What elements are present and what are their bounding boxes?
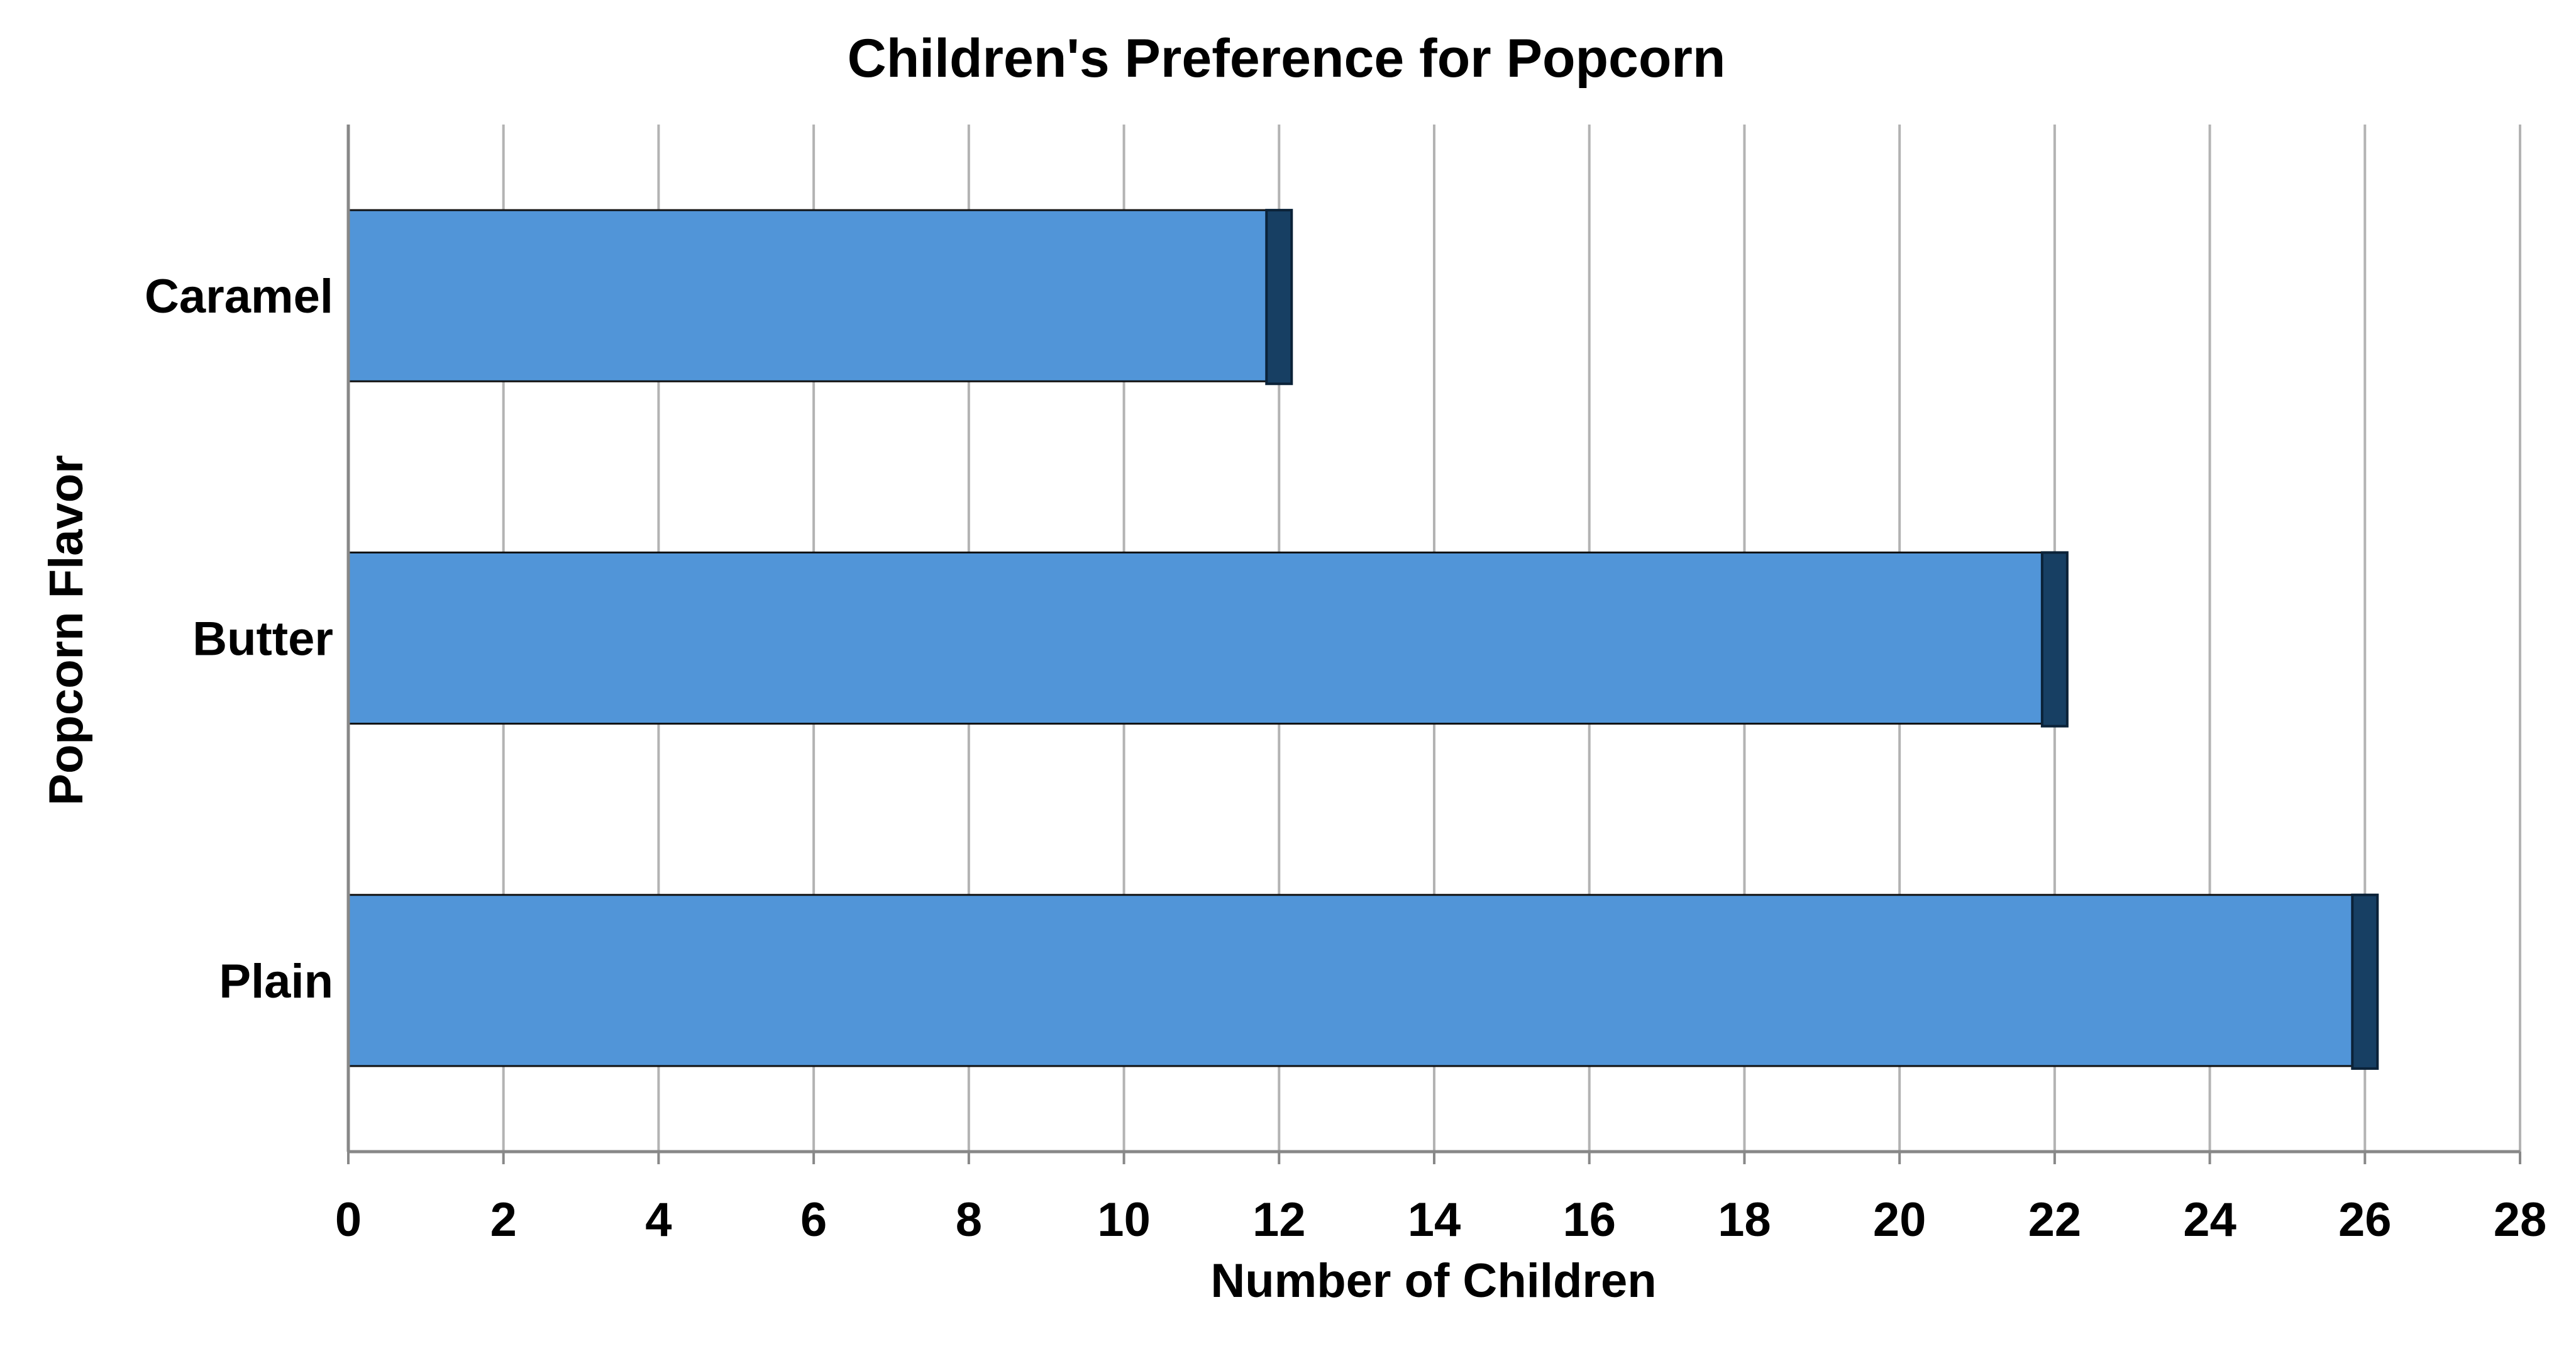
bar-end-cap (2351, 893, 2379, 1070)
bar-caramel (347, 209, 1280, 382)
y-axis-title: Popcorn Flavor (40, 455, 93, 805)
x-tick-label: 16 (1562, 1193, 1616, 1247)
x-tick-label: 14 (1408, 1193, 1461, 1247)
x-tick-label: 18 (1718, 1193, 1771, 1247)
category-label: Plain (219, 955, 333, 1008)
x-tick-label: 2 (490, 1193, 517, 1247)
x-tick-label: 0 (335, 1193, 362, 1247)
bar-butter (347, 551, 2056, 725)
x-tick-label: 6 (800, 1193, 827, 1247)
category-labels: Caramel Butter Plain (145, 270, 333, 1008)
x-tick-label: 8 (956, 1193, 982, 1247)
x-tick-label: 4 (645, 1193, 672, 1247)
chart-title: Children's Preference for Popcorn (848, 28, 1726, 89)
x-axis-title: Number of Children (1210, 1254, 1656, 1308)
bar-plain (347, 894, 2366, 1067)
category-label: Caramel (145, 270, 333, 323)
bar-end-cap (1265, 209, 1293, 386)
x-tick-label: 26 (2338, 1193, 2392, 1247)
axes (346, 125, 2520, 1154)
x-tick-label: 20 (1873, 1193, 1926, 1247)
x-tick-label: 22 (2028, 1193, 2082, 1247)
bar-end-cap (2040, 551, 2069, 728)
x-tick-label: 10 (1097, 1193, 1151, 1247)
x-tick-labels: 0 2 4 6 8 10 12 14 16 18 20 22 24 26 28 (335, 1193, 2546, 1247)
bars (347, 209, 2379, 1070)
category-label: Butter (192, 613, 333, 666)
x-tick-label: 28 (2494, 1193, 2547, 1247)
x-tick-label: 12 (1252, 1193, 1306, 1247)
x-tick-label: 24 (2183, 1193, 2236, 1247)
